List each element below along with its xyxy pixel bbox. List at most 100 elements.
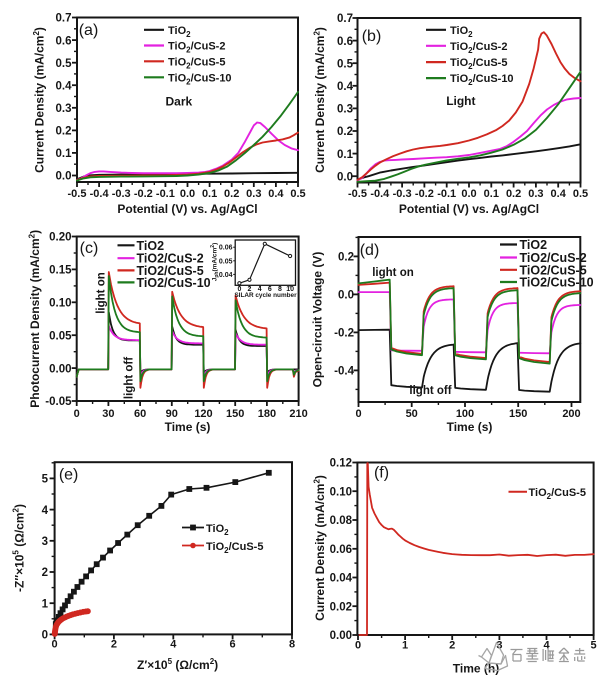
- svg-text:0.3: 0.3: [528, 188, 543, 200]
- svg-text:(b): (b): [362, 28, 382, 45]
- svg-text:-0.4: -0.4: [90, 188, 110, 200]
- svg-text:10: 10: [286, 286, 294, 293]
- svg-text:5: 5: [591, 640, 597, 652]
- svg-text:0.00: 0.00: [330, 630, 352, 642]
- svg-text:2: 2: [111, 639, 117, 651]
- svg-text:2: 2: [248, 286, 252, 293]
- svg-text:TiO2/CuS-2: TiO2/CuS-2: [520, 251, 587, 265]
- svg-text:4: 4: [42, 505, 49, 517]
- svg-text:Potential (V) vs. Ag/AgCl: Potential (V) vs. Ag/AgCl: [117, 202, 257, 216]
- svg-text:50: 50: [406, 408, 418, 420]
- svg-text:5: 5: [42, 474, 49, 486]
- svg-text:-0.2: -0.2: [334, 328, 354, 340]
- svg-text:(f): (f): [374, 465, 389, 482]
- svg-text:light off: light off: [124, 357, 136, 399]
- svg-text:200: 200: [562, 408, 580, 420]
- svg-text:0.2: 0.2: [56, 126, 72, 138]
- svg-text:90: 90: [166, 408, 178, 420]
- svg-text:Light: Light: [446, 94, 475, 108]
- svg-text:0.00: 0.00: [49, 363, 71, 375]
- svg-text:100: 100: [456, 408, 474, 420]
- svg-text:0.2: 0.2: [337, 126, 353, 138]
- svg-text:2: 2: [42, 567, 48, 579]
- svg-text:0.4: 0.4: [551, 188, 567, 200]
- svg-text:0.3: 0.3: [56, 103, 72, 115]
- svg-text:0.5: 0.5: [337, 58, 354, 70]
- svg-text:0.06: 0.06: [219, 245, 233, 252]
- svg-text:0.0: 0.0: [180, 188, 195, 200]
- svg-text:(c): (c): [80, 240, 99, 257]
- svg-text:TiO2/CuS-5: TiO2/CuS-5: [520, 263, 587, 277]
- svg-text:8: 8: [289, 639, 295, 651]
- svg-text:180: 180: [258, 408, 276, 420]
- svg-text:TiO2/CuS-5: TiO2/CuS-5: [137, 264, 204, 278]
- svg-text:TiO2/CuS-10: TiO2/CuS-10: [450, 73, 514, 87]
- svg-text:0.5: 0.5: [56, 58, 73, 70]
- svg-text:light on: light on: [372, 267, 414, 279]
- svg-text:6: 6: [268, 286, 272, 293]
- svg-text:0.5: 0.5: [290, 188, 305, 200]
- svg-text:Current Density (mA/cm2): Current Density (mA/cm2): [313, 27, 328, 173]
- svg-text:-0.3: -0.3: [393, 188, 412, 200]
- svg-text:210: 210: [289, 408, 307, 420]
- svg-text:0.4: 0.4: [337, 81, 354, 93]
- svg-text:0.1: 0.1: [484, 188, 499, 200]
- svg-text:6: 6: [230, 639, 236, 651]
- svg-text:SILAR cycle number: SILAR cycle number: [234, 292, 297, 299]
- svg-text:0.04: 0.04: [219, 272, 233, 279]
- svg-text:4: 4: [258, 286, 262, 293]
- svg-text:-0.2: -0.2: [415, 188, 434, 200]
- svg-text:-0.3: -0.3: [112, 188, 131, 200]
- svg-text:-0.1: -0.1: [437, 188, 456, 200]
- svg-text:TiO2/CuS-5: TiO2/CuS-5: [450, 57, 507, 71]
- svg-text:3: 3: [42, 536, 48, 548]
- svg-text:0.1: 0.1: [56, 148, 73, 160]
- svg-text:0.4: 0.4: [56, 80, 73, 92]
- svg-text:0.0: 0.0: [461, 188, 476, 200]
- svg-text:0.15: 0.15: [49, 265, 72, 277]
- svg-text:0: 0: [237, 286, 241, 293]
- svg-text:4: 4: [543, 640, 550, 652]
- svg-text:TiO2: TiO2: [450, 25, 473, 39]
- svg-text:0.0: 0.0: [338, 290, 354, 302]
- svg-text:0.08: 0.08: [330, 515, 353, 527]
- svg-text:TiO2: TiO2: [520, 238, 548, 252]
- svg-text:0.10: 0.10: [49, 298, 71, 310]
- svg-text:60: 60: [134, 408, 146, 420]
- svg-text:0: 0: [42, 630, 48, 642]
- svg-text:TiO2/CuS-2: TiO2/CuS-2: [450, 41, 507, 55]
- svg-text:0.6: 0.6: [337, 36, 353, 48]
- svg-text:3: 3: [496, 640, 502, 652]
- svg-text:-0.4: -0.4: [370, 188, 390, 200]
- svg-text:0.0: 0.0: [56, 171, 72, 183]
- svg-text:(e): (e): [59, 467, 79, 484]
- svg-text:TiO2/CuS-10: TiO2/CuS-10: [137, 276, 211, 290]
- svg-text:0.5: 0.5: [573, 188, 588, 200]
- svg-text:0.3: 0.3: [246, 188, 261, 200]
- svg-text:TiO2/CuS-2: TiO2/CuS-2: [137, 252, 204, 266]
- svg-text:Dark: Dark: [166, 95, 193, 109]
- svg-text:0.12: 0.12: [330, 458, 352, 470]
- svg-text:Photocurrent Density (mA/cm2): Photocurrent Density (mA/cm2): [28, 230, 43, 408]
- svg-text:1: 1: [402, 640, 408, 652]
- svg-text:0.7: 0.7: [56, 13, 72, 25]
- svg-text:0.4: 0.4: [268, 188, 284, 200]
- svg-text:0.06: 0.06: [330, 544, 352, 556]
- svg-text:(a): (a): [79, 22, 99, 39]
- svg-text:Time (s): Time (s): [165, 420, 211, 434]
- svg-text:8: 8: [278, 286, 282, 293]
- svg-text:Current Density (mA/cm2): Current Density (mA/cm2): [313, 475, 328, 621]
- svg-text:30: 30: [102, 408, 114, 420]
- svg-text:TiO2/CuS-5: TiO2/CuS-5: [529, 487, 586, 501]
- svg-text:0.04: 0.04: [330, 573, 353, 585]
- svg-text:TiO2: TiO2: [206, 523, 229, 537]
- svg-text:0.2: 0.2: [338, 252, 354, 264]
- svg-text:(d): (d): [360, 242, 380, 259]
- svg-text:TiO2: TiO2: [168, 25, 191, 39]
- svg-text:0.6: 0.6: [56, 35, 72, 47]
- svg-text:0.05: 0.05: [219, 258, 233, 265]
- svg-text:0: 0: [52, 639, 58, 651]
- svg-text:4: 4: [170, 639, 177, 651]
- svg-text:Z′×105 (Ω/cm2): Z′×105 (Ω/cm2): [137, 657, 218, 672]
- svg-text:-0.05: -0.05: [45, 396, 72, 408]
